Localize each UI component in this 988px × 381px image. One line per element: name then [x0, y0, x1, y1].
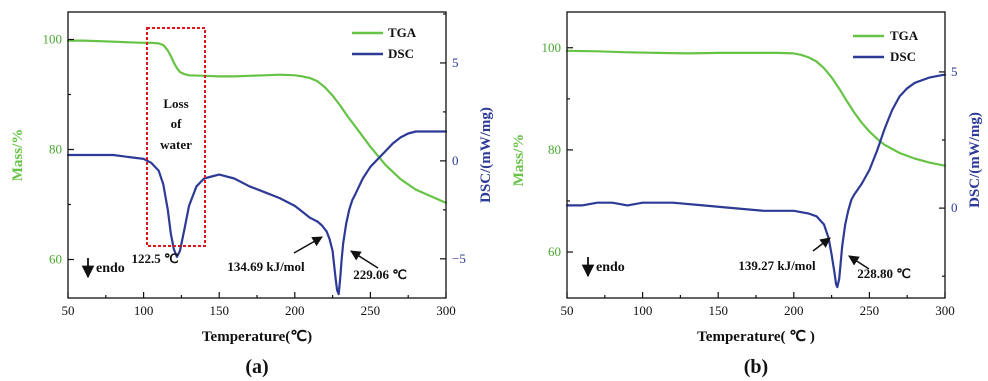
panel-b-x-tick-label: 250 [860, 303, 880, 318]
panel-b-legend: TGA DSC [853, 28, 919, 64]
panel-b-peak-label: 228.80 ℃ [857, 266, 911, 281]
panel-a-legend-tga: TGA [388, 25, 417, 40]
panel-b-xlabel: Temperature( ℃ ) [697, 329, 815, 345]
panel-b-endo-label: endo [596, 260, 625, 275]
panel-b-x-tick-label: 150 [708, 303, 728, 318]
panel-b-enthalpy-arrow [812, 237, 831, 252]
panel-b-y-left-tick-label: 60 [548, 244, 561, 259]
panel-b-plot-frame [566, 11, 946, 299]
panel-b-y-left-tick-label: 80 [548, 142, 561, 157]
panel-b-ylabel-left: Mass/% [511, 134, 527, 187]
loss-of-water-box [146, 27, 206, 247]
panel-a-endo-label: endo [96, 261, 125, 276]
panel-a-x-tick-label: 100 [134, 303, 154, 318]
panel-a-caption: (a) [245, 356, 268, 378]
panel-a-legend: TGA DSC [352, 25, 417, 61]
panel-b-series-dsc [565, 73, 947, 289]
loss-of-water-label-2: of [171, 116, 183, 131]
panel-b-chart: 50 100 150 200 250 300 60 80 100 0 5 Mass/% DSC/(m… [511, 11, 983, 378]
panel-a-xlabel: Temperature(℃) [202, 329, 312, 345]
panel-a-ylabel-right: DSC/(mW/mg) [478, 107, 494, 203]
loss-of-water-label-3: water [160, 137, 192, 152]
panel-b-x-tick-label: 100 [633, 303, 653, 318]
panel-a-series-dsc [66, 130, 448, 296]
panel-a-enthalpy-arrow [293, 236, 323, 254]
panel-a-y-right-tick-label: 0 [452, 153, 459, 168]
panel-a-enthalpy-label: 134.69 kJ/mol [227, 259, 305, 274]
panel-b-y-right-tick-label: 5 [951, 64, 958, 79]
panel-b-legend-tga: TGA [890, 28, 919, 43]
panel-b-ylabel-right: DSC/(mW/mg) [967, 112, 983, 208]
panel-b-x-tick-label: 300 [935, 303, 955, 318]
panel-a-y-left-tick-label: 60 [49, 252, 62, 267]
panel-a-x-tick-label: 250 [361, 303, 381, 318]
panel-b-x-tick-label: 200 [784, 303, 804, 318]
panel-a-peak1-label: 122.5 ℃ [131, 251, 178, 266]
panel-a-x-tick-label: 200 [285, 303, 305, 318]
panel-a-y-left-tick-label: 100 [43, 32, 63, 47]
panel-a-series-tga [66, 39, 448, 204]
panel-a-y-left-tick-label: 80 [49, 142, 62, 157]
panel-a-y-right-tick-label: 5 [452, 55, 459, 70]
panel-a-legend-dsc: DSC [388, 46, 414, 61]
panel-a-y-right-tick-label: −5 [452, 251, 466, 266]
panel-b-legend-dsc: DSC [890, 49, 916, 64]
panel-a-x-tick-label: 150 [209, 303, 229, 318]
panel-b-enthalpy-label: 139.27 kJ/mol [738, 258, 816, 273]
loss-of-water-label-1: Loss [163, 96, 188, 111]
panel-b-y-left-tick-label: 100 [542, 40, 562, 55]
panel-b-y-right-tick-label: 0 [951, 200, 958, 215]
panel-a-peak2-label: 229.06 ℃ [353, 267, 407, 282]
panel-b-x-tick-label: 50 [561, 303, 574, 318]
panel-a-x-tick-label: 50 [62, 303, 75, 318]
panel-a-chart: 50 100 150 200 250 300 60 80 100 −5 0 5 Mass/% DSC/… [10, 11, 494, 378]
panel-b-series-tga [565, 49, 947, 167]
panel-a-ylabel-left: Mass/% [10, 129, 26, 182]
panel-a-peak2-arrow [350, 250, 379, 269]
panel-b-peak-arrow [848, 255, 870, 270]
panel-b-caption: (b) [744, 356, 768, 378]
panel-a-x-tick-label: 300 [436, 303, 456, 318]
